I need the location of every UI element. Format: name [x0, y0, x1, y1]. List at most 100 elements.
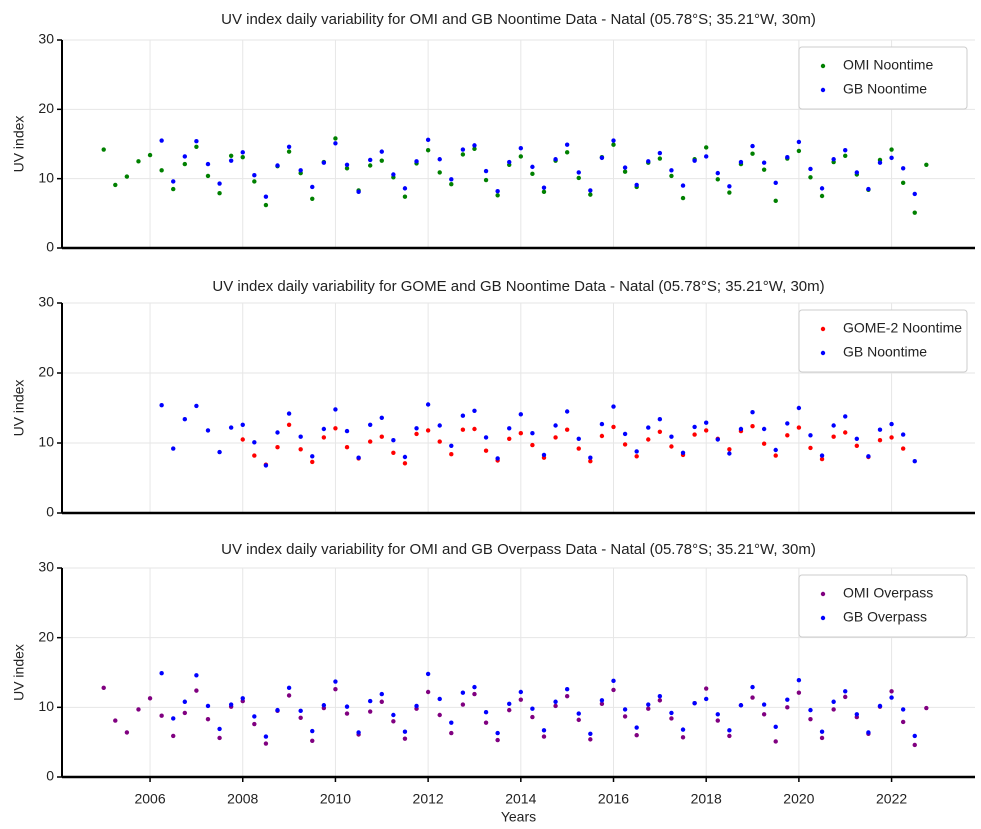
- data-point: [854, 712, 860, 717]
- data-point: [924, 705, 929, 711]
- legend: OMI Noontime GB Noontime: [798, 46, 968, 110]
- data-point: [773, 447, 778, 453]
- data-point: [263, 194, 269, 199]
- y-tick-label: 10: [38, 698, 54, 714]
- data-point: [646, 437, 651, 442]
- data-point: [669, 444, 674, 449]
- data-point: [124, 174, 130, 179]
- data-point: [657, 156, 663, 161]
- data-point: [611, 678, 616, 684]
- data-point: [912, 742, 917, 748]
- data-point: [796, 405, 802, 411]
- data-point: [240, 696, 245, 701]
- data-point: [495, 737, 500, 743]
- data-point: [367, 163, 373, 168]
- y-tick-label: 20: [38, 628, 54, 644]
- data-point: [727, 447, 732, 452]
- series: [159, 137, 917, 199]
- x-tick-label: 2006: [134, 791, 165, 807]
- data-point: [275, 445, 280, 450]
- data-point: [507, 701, 512, 707]
- data-point: [680, 450, 686, 455]
- data-point: [217, 726, 222, 732]
- data-point: [286, 685, 292, 691]
- data-point: [900, 166, 906, 171]
- subplot: UV index daily variability for OMI and G…: [11, 541, 975, 825]
- data-point: [657, 150, 663, 156]
- data-point: [263, 741, 269, 746]
- data-point: [843, 430, 848, 435]
- data-point: [808, 166, 813, 172]
- data-point: [889, 155, 894, 161]
- data-point: [449, 182, 454, 187]
- data-point: [703, 686, 709, 691]
- data-point: [611, 138, 616, 143]
- data-point: [796, 148, 802, 154]
- data-point: [576, 175, 581, 181]
- data-point: [541, 452, 547, 458]
- data-point: [854, 443, 860, 448]
- y-axis-label: UV index: [11, 644, 27, 701]
- data-point: [530, 442, 535, 448]
- data-point: [657, 693, 663, 699]
- data-point: [310, 196, 315, 201]
- data-point: [912, 459, 917, 464]
- data-point: [217, 191, 222, 196]
- data-point: [912, 210, 917, 215]
- data-point: [101, 147, 106, 152]
- data-point: [889, 695, 894, 700]
- data-point: [588, 459, 593, 464]
- data-point: [900, 180, 906, 186]
- data-point: [507, 707, 512, 713]
- data-point: [286, 411, 292, 416]
- data-point: [483, 177, 489, 183]
- data-point: [449, 452, 454, 457]
- data-point: [379, 699, 384, 704]
- x-tick-label: 2016: [598, 791, 629, 807]
- data-point: [286, 693, 292, 698]
- data-point: [356, 455, 361, 460]
- data-point: [344, 711, 350, 716]
- data-point: [263, 734, 269, 739]
- legend-box: [798, 574, 968, 638]
- data-point: [402, 454, 408, 460]
- data-point: [889, 147, 894, 152]
- data-point: [379, 149, 384, 154]
- data-point: [228, 425, 234, 430]
- data-point: [773, 453, 778, 458]
- y-tick-label: 20: [38, 364, 54, 380]
- data-point: [831, 707, 836, 712]
- data-point: [460, 147, 466, 152]
- data-point: [321, 426, 327, 432]
- y-tick-label: 10: [38, 434, 54, 450]
- data-point: [576, 436, 581, 441]
- data-point: [483, 720, 489, 725]
- data-point: [298, 447, 303, 452]
- data-point: [147, 696, 153, 701]
- data-point: [761, 426, 767, 432]
- data-point: [541, 734, 547, 739]
- data-point: [530, 431, 535, 436]
- legend-marker: [820, 615, 826, 621]
- data-point: [379, 434, 384, 439]
- data-point: [182, 710, 188, 716]
- data-point: [414, 431, 419, 437]
- data-point: [367, 439, 373, 444]
- data-point: [425, 148, 431, 153]
- subplot-title: UV index daily variability for OMI and G…: [221, 11, 816, 28]
- data-point: [553, 703, 558, 709]
- data-point: [924, 162, 929, 167]
- data-point: [588, 455, 593, 460]
- data-point: [333, 426, 338, 431]
- data-point: [854, 170, 860, 175]
- data-point: [715, 718, 720, 723]
- data-point: [588, 188, 593, 193]
- y-tick-label: 10: [38, 169, 54, 185]
- data-point: [367, 709, 373, 714]
- legend-marker: [820, 326, 826, 332]
- data-point: [715, 170, 720, 176]
- y-tick-label: 0: [46, 768, 54, 784]
- data-point: [356, 189, 361, 195]
- data-point: [866, 454, 871, 459]
- data-point: [356, 730, 361, 735]
